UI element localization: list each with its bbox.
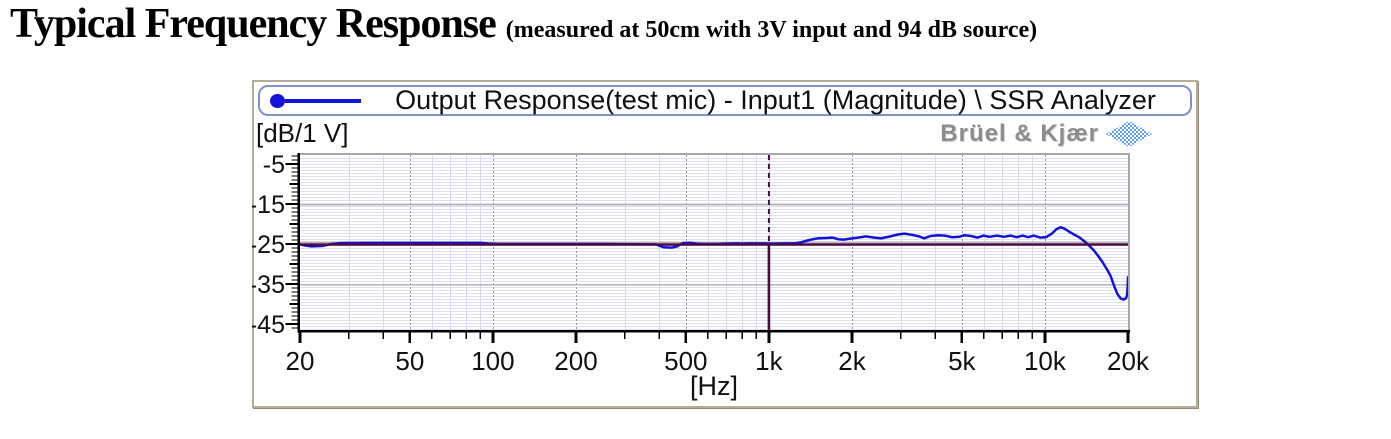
x-tick-label: 5k	[948, 346, 976, 376]
x-tick-label: 100	[471, 346, 514, 376]
brand-logo-text: Brüel & Kjær	[940, 120, 1099, 147]
page-title: Typical Frequency Response	[10, 1, 497, 47]
x-tick-label: 20k	[1107, 346, 1150, 376]
page-header: Typical Frequency Response (measured at 5…	[10, 0, 1037, 48]
y-tick-label: -45	[252, 311, 285, 339]
chart-widget: -5 -15 -25 -35 -45 20 50 100 200 500 1k 2k 5k 10k 20k […	[252, 80, 1198, 408]
x-tick-label: 50	[395, 346, 424, 376]
y-axis: -5 -15 -25 -35 -45	[252, 151, 298, 339]
x-tick-label: 200	[554, 346, 597, 376]
y-axis-unit-label: [dB/1 V]	[256, 118, 349, 148]
brand-diamond-icon	[1106, 121, 1152, 147]
y-tick-label: -5	[263, 151, 285, 179]
x-tick-label: 20	[286, 346, 315, 376]
legend-marker-dot-icon	[270, 93, 285, 108]
legend: Output Response(test mic) - Input1 (Magn…	[258, 85, 1192, 116]
legend-label: Output Response(test mic) - Input1 (Magn…	[395, 85, 1156, 115]
plot-borders	[297, 153, 1130, 333]
x-tick-label: 500	[664, 346, 707, 376]
x-tick-label: 2k	[838, 346, 866, 376]
page-subtitle: (measured at 50cm with 3V input and 94 d…	[505, 17, 1038, 43]
y-tick-label: -15	[252, 191, 285, 219]
brand-logo: Brüel & Kjær	[940, 120, 1152, 148]
y-tick-label: -25	[252, 231, 285, 259]
response-curve	[298, 225, 1130, 301]
x-tick-label: 1k	[755, 346, 783, 376]
x-tick-label: 10k	[1024, 346, 1067, 376]
x-axis: 20 50 100 200 500 1k 2k 5k 10k 20k [Hz]	[286, 332, 1150, 401]
legend-marker-line-icon	[285, 98, 361, 103]
fine-grid-stripes	[300, 158, 1128, 330]
y-tick-label: -35	[252, 271, 285, 299]
x-axis-unit-label: [Hz]	[690, 371, 738, 401]
